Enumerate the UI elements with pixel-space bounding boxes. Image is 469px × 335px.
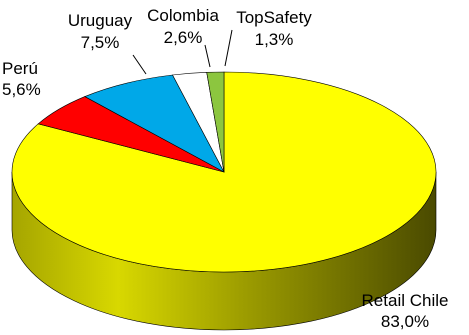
leader-line-topsafety (224, 29, 233, 67)
slice-label-topsafety: TopSafety 1,3% (236, 8, 312, 49)
pie-slice-topsafety (206, 71, 225, 173)
slice-value-colombia: 2,6% (164, 28, 203, 47)
slice-label-colombia: Colombia 2,6% (147, 6, 219, 47)
slice-name-topsafety: TopSafety (236, 8, 312, 27)
leader-line-uruguay (132, 54, 147, 75)
slice-label-retail-chile: Retail Chile 83,0% (362, 291, 449, 331)
slice-value-peru: 5,6% (2, 80, 41, 99)
slice-name-colombia: Colombia (147, 6, 219, 25)
slice-name-retail-chile: Retail Chile (362, 291, 449, 310)
leader-line-colombia (204, 44, 211, 68)
slice-name-peru: Perú (2, 59, 38, 78)
pie-slice-uruguay (84, 74, 225, 173)
leader-lines (132, 29, 233, 75)
slice-label-peru: Perú 5,6% (2, 59, 41, 99)
slice-value-uruguay: 7,5% (81, 33, 120, 52)
slice-value-topsafety: 1,3% (255, 30, 294, 49)
pie-top-faces (11, 71, 437, 273)
slice-name-uruguay: Uruguay (68, 11, 133, 30)
slice-label-uruguay: Uruguay 7,5% (68, 11, 133, 52)
pie-slice-retail-chile (11, 71, 437, 273)
slice-value-retail-chile: 83,0% (381, 312, 429, 331)
